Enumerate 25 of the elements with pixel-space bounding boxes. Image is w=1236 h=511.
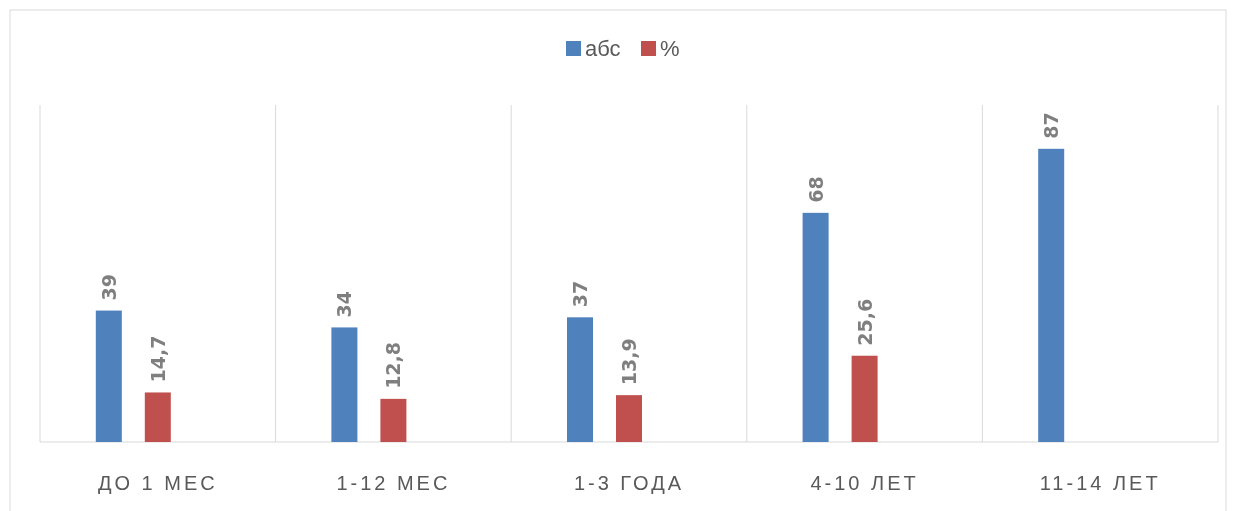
bar (567, 317, 593, 442)
data-label: 37 (569, 280, 591, 308)
bar (95, 310, 122, 442)
bar (331, 327, 358, 442)
x-tick-label: 4-10 ЛЕТ (810, 472, 919, 494)
data-label: 13,9 (618, 338, 640, 386)
bar (380, 398, 407, 442)
data-label: 14,7 (146, 335, 169, 383)
bar (1038, 148, 1065, 442)
data-label: 12,8 (382, 341, 405, 389)
data-label: 25,6 (853, 298, 876, 346)
x-tick-label: 1-3 ГОДА (573, 472, 685, 494)
x-tick-label: ДО 1 МЕС (97, 472, 218, 494)
data-label: 34 (333, 290, 356, 318)
bar (616, 395, 642, 442)
data-label: 68 (804, 176, 827, 203)
bar (802, 212, 829, 442)
x-tick-label: 1-12 МЕС (336, 472, 451, 494)
bar (851, 355, 878, 442)
x-tick-label: 11-14 ЛЕТ (1039, 472, 1161, 494)
data-label: 87 (1040, 112, 1063, 139)
legend-label: абс (585, 36, 621, 61)
bar (144, 392, 171, 442)
legend-label: % (660, 36, 680, 61)
data-label: 39 (97, 274, 120, 301)
